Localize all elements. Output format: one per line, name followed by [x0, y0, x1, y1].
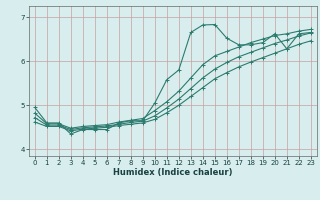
X-axis label: Humidex (Indice chaleur): Humidex (Indice chaleur): [113, 168, 233, 177]
